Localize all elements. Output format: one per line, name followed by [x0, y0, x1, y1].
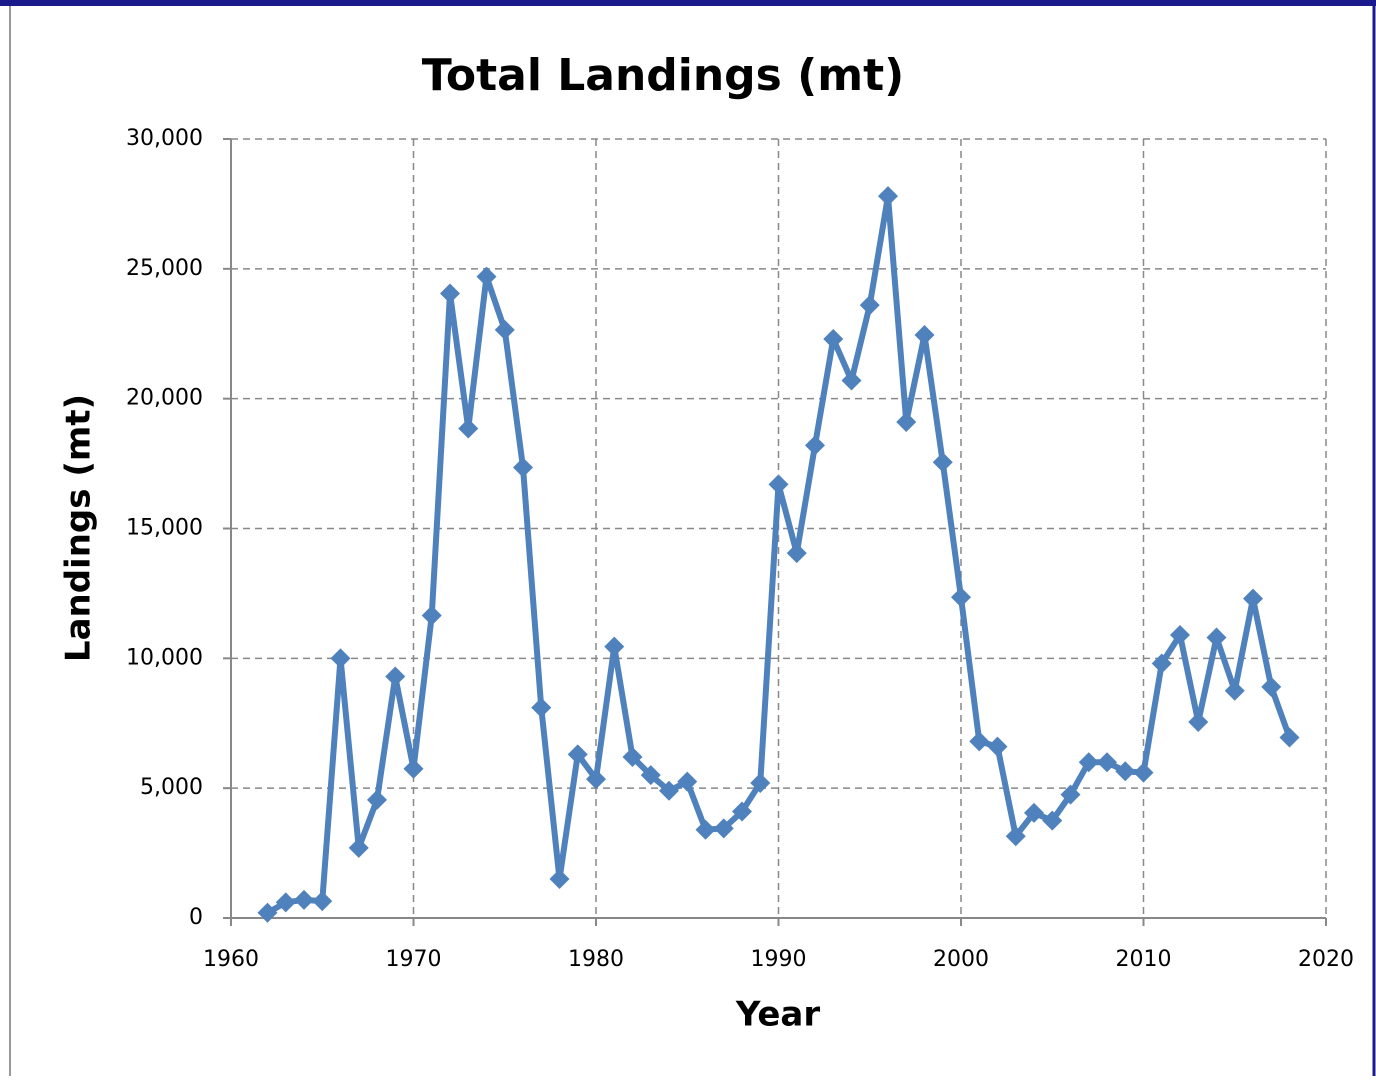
- data-point: [476, 266, 497, 287]
- data-point: [1243, 588, 1263, 609]
- data-point: [440, 283, 460, 304]
- data-point: [1170, 624, 1190, 645]
- x-tick-label: 1990: [751, 947, 807, 972]
- data-point: [1224, 680, 1245, 701]
- data-point: [458, 418, 479, 439]
- data-point: [294, 889, 314, 910]
- x-tick-label: 1960: [203, 947, 259, 972]
- x-tick-label: 1980: [568, 947, 624, 972]
- y-tick-label: 25,000: [126, 256, 203, 281]
- data-point: [914, 325, 935, 346]
- data-point: [586, 769, 606, 790]
- data-point: [841, 370, 862, 391]
- data-point: [987, 736, 1008, 757]
- data-point: [640, 765, 661, 786]
- data-point: [421, 605, 442, 626]
- top-border: [0, 0, 1376, 6]
- data-point: [1097, 752, 1117, 773]
- data-point: [1188, 711, 1209, 732]
- data-point: [1115, 761, 1136, 782]
- data-point: [531, 697, 552, 718]
- data-point: [622, 747, 643, 768]
- x-axis-label: Year: [735, 995, 821, 1035]
- data-point: [275, 892, 296, 913]
- data-point: [713, 818, 734, 839]
- x-tick-label: 2020: [1298, 947, 1354, 972]
- data-point: [732, 801, 752, 822]
- data-point: [859, 295, 880, 316]
- data-point: [677, 771, 698, 792]
- chart-title: Total Landings (mt): [422, 50, 905, 101]
- y-tick-label: 15,000: [126, 516, 203, 541]
- data-point: [1151, 653, 1172, 674]
- data-point: [932, 452, 953, 473]
- data-point: [367, 789, 387, 810]
- data-point: [896, 412, 917, 433]
- y-tick-label: 30,000: [126, 126, 203, 151]
- data-point: [1042, 810, 1063, 831]
- data-point: [750, 772, 771, 793]
- data-point: [659, 780, 679, 801]
- data-point: [1005, 826, 1026, 847]
- y-tick-label: 20,000: [126, 386, 203, 411]
- x-tick-label: 2010: [1116, 947, 1172, 972]
- data-point: [1279, 727, 1300, 748]
- y-tick-label: 10,000: [126, 645, 203, 670]
- data-point: [823, 328, 844, 349]
- y-tick-label: 5,000: [140, 775, 203, 800]
- data-point: [768, 474, 789, 495]
- data-point: [1078, 752, 1099, 773]
- data-point: [878, 186, 898, 207]
- data-point: [567, 744, 588, 765]
- data-point: [312, 891, 333, 912]
- data-point: [403, 758, 424, 779]
- data-point: [951, 587, 971, 608]
- data-point: [695, 819, 716, 840]
- data-point: [1133, 762, 1154, 783]
- data-point: [385, 666, 406, 687]
- x-tick-label: 2000: [933, 947, 989, 972]
- data-point: [494, 319, 515, 340]
- data-point: [549, 869, 570, 890]
- data-point: [1206, 627, 1227, 648]
- data-point: [513, 457, 533, 478]
- data-point: [1060, 784, 1081, 805]
- data-point: [786, 543, 807, 564]
- data-point: [330, 648, 351, 669]
- data-point: [348, 837, 369, 858]
- data-point: [604, 636, 625, 657]
- y-tick-label: 0: [189, 905, 203, 930]
- x-tick-label: 1970: [386, 947, 442, 972]
- data-point: [1261, 676, 1282, 697]
- data-point: [969, 731, 990, 752]
- data-point: [805, 435, 825, 456]
- y-axis-label: Landings (mt): [59, 394, 99, 662]
- data-point: [257, 902, 278, 923]
- data-point: [1024, 802, 1044, 823]
